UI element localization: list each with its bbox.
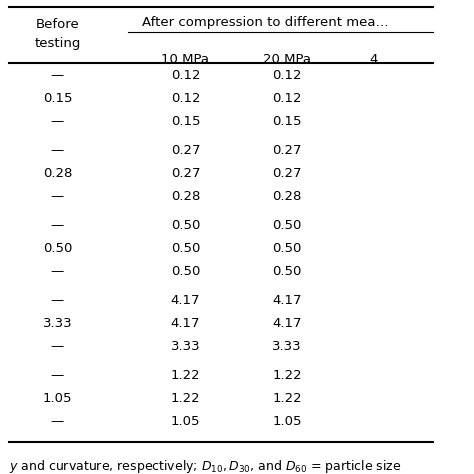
Text: 0.28: 0.28	[43, 167, 72, 180]
Text: —: —	[51, 369, 64, 382]
Text: 0.50: 0.50	[272, 265, 301, 278]
Text: 0.50: 0.50	[171, 242, 200, 255]
Text: 1.22: 1.22	[171, 369, 200, 382]
Text: 20 MPa: 20 MPa	[263, 53, 311, 66]
Text: 3.33: 3.33	[43, 317, 72, 330]
Text: 0.12: 0.12	[171, 69, 200, 82]
Text: 1.05: 1.05	[43, 392, 72, 405]
Text: —: —	[51, 415, 64, 428]
Text: 0.50: 0.50	[171, 265, 200, 278]
Text: 0.12: 0.12	[272, 92, 302, 105]
Text: —: —	[51, 69, 64, 82]
Text: 4.17: 4.17	[171, 294, 200, 307]
Text: —: —	[51, 219, 64, 232]
Text: —: —	[51, 190, 64, 203]
Text: 3.33: 3.33	[272, 340, 302, 353]
Text: 1.05: 1.05	[272, 415, 302, 428]
Text: 0.27: 0.27	[272, 144, 302, 157]
Text: 0.15: 0.15	[272, 115, 302, 128]
Text: 0.27: 0.27	[171, 144, 200, 157]
Text: Before: Before	[36, 18, 79, 31]
Text: 0.50: 0.50	[272, 219, 301, 232]
Text: 3.33: 3.33	[171, 340, 200, 353]
Text: 1.05: 1.05	[171, 415, 200, 428]
Text: 0.50: 0.50	[272, 242, 301, 255]
Text: 1.22: 1.22	[272, 392, 302, 405]
Text: 4.17: 4.17	[272, 317, 302, 330]
Text: —: —	[51, 115, 64, 128]
Text: —: —	[51, 340, 64, 353]
Text: —: —	[51, 294, 64, 307]
Text: 1.22: 1.22	[171, 392, 200, 405]
Text: 0.15: 0.15	[171, 115, 200, 128]
Text: After compression to different mea…: After compression to different mea…	[142, 16, 388, 29]
Text: 4.17: 4.17	[171, 317, 200, 330]
Text: 0.27: 0.27	[272, 167, 302, 180]
Text: 0.12: 0.12	[272, 69, 302, 82]
Text: 0.27: 0.27	[171, 167, 200, 180]
Text: —: —	[51, 144, 64, 157]
Text: 4.17: 4.17	[272, 294, 302, 307]
Text: testing: testing	[34, 37, 81, 50]
Text: 4…: 4…	[369, 53, 391, 66]
Text: 1.22: 1.22	[272, 369, 302, 382]
Text: 0.12: 0.12	[171, 92, 200, 105]
Text: 0.50: 0.50	[43, 242, 72, 255]
Text: 0.50: 0.50	[171, 219, 200, 232]
Text: 10 MPa: 10 MPa	[162, 53, 210, 66]
Text: —: —	[51, 265, 64, 278]
Text: 0.28: 0.28	[171, 190, 200, 203]
Text: 0.15: 0.15	[43, 92, 72, 105]
Text: 0.28: 0.28	[272, 190, 301, 203]
Text: $y$ and curvature, respectively; $D_{10}$$, D_{30}$, and $D_{60}$ = particle siz: $y$ and curvature, respectively; $D_{10}…	[9, 458, 401, 474]
